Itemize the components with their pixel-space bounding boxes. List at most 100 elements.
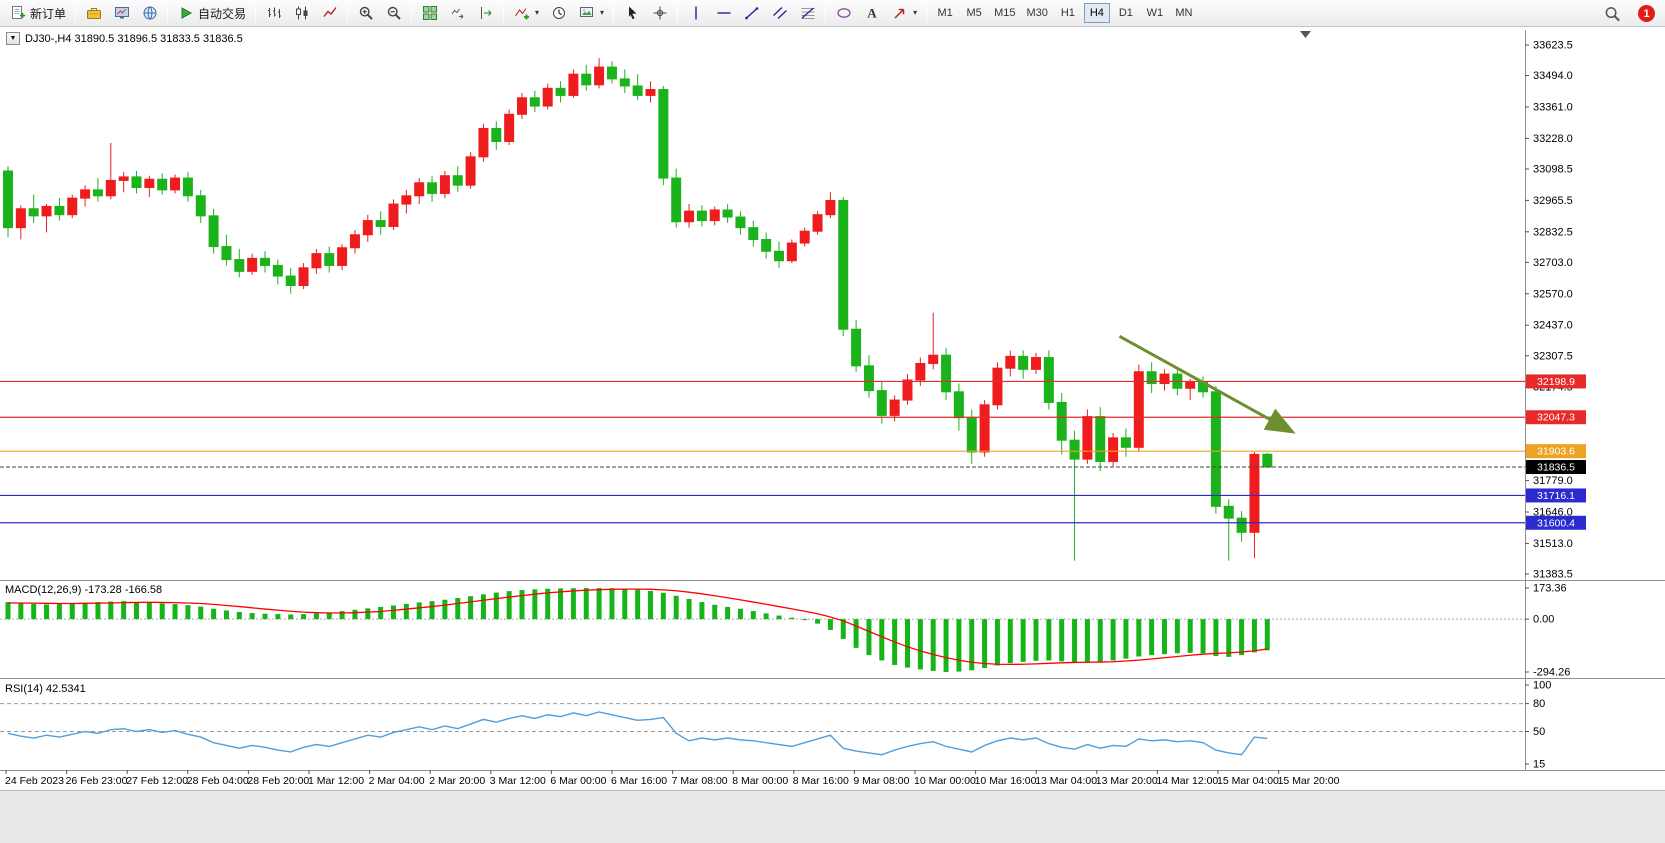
zoom-in-icon <box>357 5 374 22</box>
timeframe-m30[interactable]: M30 <box>1026 7 1048 19</box>
timeframe-m15[interactable]: M15 <box>994 7 1016 19</box>
timeframe-w1[interactable]: W1 <box>1146 7 1164 19</box>
svg-text:13 Mar 04:00: 13 Mar 04:00 <box>1035 775 1097 787</box>
timeframe-h1[interactable]: H1 <box>1060 7 1075 19</box>
timeframe-d1[interactable]: D1 <box>1118 7 1133 19</box>
auto-trading-button[interactable]: 自动交易 <box>172 2 251 24</box>
horizontal-line-button[interactable] <box>710 2 737 24</box>
macd-histogram-layer <box>5 588 1270 672</box>
chart-area: 33623.5 33494.0 33361.0 33228.0 33098.5 32965… <box>0 27 1665 790</box>
price-axis[interactable] <box>1525 27 1665 770</box>
auto-scroll-button[interactable] <box>444 2 471 24</box>
timeframe-group: M1 M5 M15 M30 H1 H4 D1 W1 MN <box>931 3 1198 23</box>
crosshair-icon <box>651 5 668 22</box>
svg-text:A: A <box>867 6 877 21</box>
timeframe-h4[interactable]: H4 <box>1083 3 1110 23</box>
chart-canvas[interactable]: 33623.5 33494.0 33361.0 33228.0 33098.5 32965… <box>0 27 1665 790</box>
trendline-icon <box>743 5 760 22</box>
svg-text:14 Mar 12:00: 14 Mar 12:00 <box>1156 775 1218 787</box>
macd-signal-line <box>8 588 1268 666</box>
svg-text:33228.0: 33228.0 <box>1533 133 1573 145</box>
svg-text:32047.3: 32047.3 <box>1537 412 1575 424</box>
svg-text:33623.5: 33623.5 <box>1533 40 1573 52</box>
svg-text:31383.5: 31383.5 <box>1533 569 1573 581</box>
timeframe-mn[interactable]: MN <box>1175 7 1193 19</box>
svg-text:15 Mar 04:00: 15 Mar 04:00 <box>1217 775 1279 787</box>
svg-text:3 Mar 12:00: 3 Mar 12:00 <box>490 775 546 787</box>
one-click-trading-expander[interactable]: ▼ <box>6 32 20 45</box>
toolbar-separator <box>411 4 413 22</box>
svg-text:13 Mar 20:00: 13 Mar 20:00 <box>1096 775 1158 787</box>
search-button[interactable] <box>1599 3 1626 25</box>
dropdown-caret-icon: ▾ <box>535 8 540 17</box>
svg-text:10 Mar 16:00: 10 Mar 16:00 <box>975 775 1037 787</box>
svg-text:32703.0: 32703.0 <box>1533 257 1573 269</box>
zoom-out-button[interactable] <box>380 2 407 24</box>
tile-windows-button[interactable] <box>416 2 443 24</box>
notification-badge[interactable]: 1 <box>1638 5 1655 22</box>
chart-header: ▼ DJ30-,H4 31890.5 31896.5 31833.5 31836… <box>6 32 243 45</box>
macd-axis-label: -294.26 <box>1533 667 1570 679</box>
cursor-icon <box>623 5 640 22</box>
svg-text:31903.6: 31903.6 <box>1537 446 1575 458</box>
svg-text:2 Mar 20:00: 2 Mar 20:00 <box>429 775 485 787</box>
timeframe-m5[interactable]: M5 <box>966 7 982 19</box>
status-bar <box>0 790 1665 843</box>
line-chart-icon <box>321 5 338 22</box>
fibonacci-icon <box>799 5 816 22</box>
zoom-in-button[interactable] <box>352 2 379 24</box>
horizontal-line-icon <box>715 5 732 22</box>
toolbar-separator <box>677 4 679 22</box>
trend-arrow[interactable] <box>1118 334 1296 434</box>
chart-shift-button[interactable] <box>472 2 499 24</box>
svg-text:10 Mar 00:00: 10 Mar 00:00 <box>914 775 976 787</box>
indicators-add-icon <box>513 5 530 22</box>
shapes-button[interactable] <box>830 2 857 24</box>
toolbar-separator <box>75 4 77 22</box>
bar-chart-button[interactable] <box>260 2 287 24</box>
market-watch-button[interactable] <box>108 2 135 24</box>
vertical-line-icon <box>687 5 704 22</box>
svg-text:2 Mar 04:00: 2 Mar 04:00 <box>369 775 425 787</box>
time-axis[interactable] <box>0 771 1525 790</box>
symbol-ohlc-label: DJ30-,H4 31890.5 31896.5 31833.5 31836.5 <box>25 32 243 45</box>
svg-text:33494.0: 33494.0 <box>1533 70 1573 82</box>
crosshair-button[interactable] <box>646 2 673 24</box>
macd-axis-label: 0.00 <box>1533 614 1554 626</box>
toolbar-separator <box>167 4 169 22</box>
periods-button[interactable] <box>545 2 572 24</box>
rsi-axis-label: 50 <box>1533 726 1545 738</box>
periods-icon <box>550 5 567 22</box>
timeframe-m1[interactable]: M1 <box>937 7 953 19</box>
macd-axis-label: 173.36 <box>1533 583 1567 595</box>
rsi-axis-label: 15 <box>1533 759 1545 771</box>
metaeditor-button[interactable] <box>80 2 107 24</box>
chart-shift-marker-icon[interactable] <box>1300 31 1311 38</box>
community-button[interactable] <box>136 2 163 24</box>
line-chart-button[interactable] <box>316 2 343 24</box>
platform-icons-group <box>80 2 163 24</box>
templates-icon <box>578 5 595 22</box>
macd-indicator-label: MACD(12,26,9) -173.28 -166.58 <box>5 584 163 596</box>
templates-button[interactable]: ▾ <box>573 2 609 24</box>
arrows-button[interactable]: ▾ <box>886 2 922 24</box>
svg-text:7 Mar 08:00: 7 Mar 08:00 <box>672 775 728 787</box>
indicators-add-button[interactable]: ▾ <box>508 2 544 24</box>
time-axis-labels: 24 Feb 202326 Feb 23:0027 Feb 12:0028 Fe… <box>5 770 1340 787</box>
candlestick-chart-button[interactable] <box>288 2 315 24</box>
trendline-button[interactable] <box>738 2 765 24</box>
svg-text:31646.0: 31646.0 <box>1533 507 1573 519</box>
svg-text:8 Mar 00:00: 8 Mar 00:00 <box>732 775 788 787</box>
toolbar-separator <box>825 4 827 22</box>
new-order-button[interactable]: 新订单 <box>4 2 71 24</box>
price-badge: 31716.1 <box>1526 488 1586 503</box>
svg-text:31600.4: 31600.4 <box>1537 517 1575 529</box>
cursor-button[interactable] <box>618 2 645 24</box>
text-button[interactable]: A <box>858 2 885 24</box>
svg-text:6 Mar 00:00: 6 Mar 00:00 <box>550 775 606 787</box>
price-badge: 31600.4 <box>1526 515 1586 530</box>
vertical-line-button[interactable] <box>682 2 709 24</box>
fibonacci-button[interactable] <box>794 2 821 24</box>
channel-button[interactable] <box>766 2 793 24</box>
svg-text:33098.5: 33098.5 <box>1533 163 1573 175</box>
